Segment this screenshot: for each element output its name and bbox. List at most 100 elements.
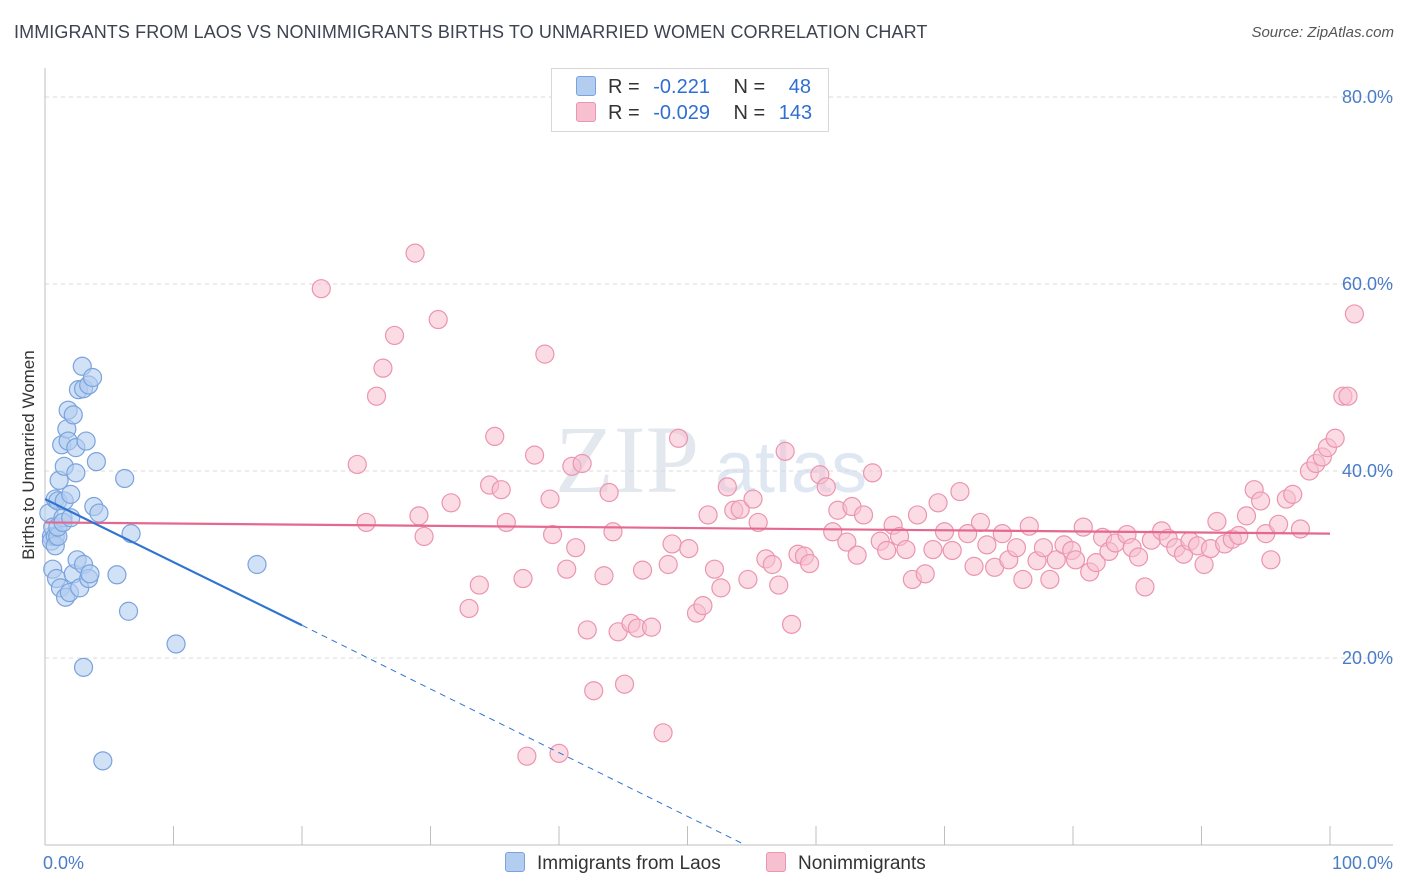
nonimmigrants-point bbox=[632, 560, 653, 580]
nonimmigrants-point bbox=[958, 524, 978, 544]
nonimmigrants-swatch bbox=[576, 102, 596, 122]
laos-point bbox=[247, 554, 267, 575]
nonimmigrants-point bbox=[1065, 550, 1086, 570]
nonimmigrants-point bbox=[1207, 511, 1227, 532]
y-tick-label: 80.0% bbox=[1342, 87, 1393, 107]
nonimmigrants-point bbox=[572, 453, 592, 474]
nonimmigrants-point bbox=[1344, 304, 1365, 324]
r-value: -0.029 bbox=[653, 102, 710, 124]
nonimmigrants-point bbox=[366, 386, 387, 406]
nonimmigrants-point bbox=[373, 358, 393, 378]
laos-point bbox=[66, 463, 86, 483]
nonimmigrants-point bbox=[942, 540, 962, 561]
laos-point bbox=[61, 484, 81, 504]
nonimmigrants-point bbox=[928, 493, 948, 513]
laos-point bbox=[107, 565, 127, 585]
nonimmigrants-point bbox=[428, 309, 448, 330]
nonimmigrants-point bbox=[877, 540, 897, 561]
nonimmigrants-point bbox=[816, 477, 836, 497]
nonimmigrants-point bbox=[566, 538, 586, 558]
nonimmigrants-point bbox=[1128, 547, 1149, 567]
nonimmigrants-point bbox=[1135, 577, 1155, 597]
nonimmigrants-point bbox=[535, 344, 555, 364]
nonimmigrants-point bbox=[730, 499, 750, 519]
nonimmigrants-point bbox=[915, 564, 935, 584]
y-tick-labels: 20.0% 40.0% 60.0% 80.0% bbox=[1342, 87, 1393, 668]
legend-row-nonimmigrants: R = -0.029 N = 143 bbox=[576, 102, 812, 126]
nonimmigrants-trend-line bbox=[44, 521, 1331, 535]
laos-trend-line bbox=[44, 498, 303, 627]
r-label: R = bbox=[608, 102, 640, 124]
x-axis-ticks bbox=[44, 826, 1331, 845]
nonimmigrants-point bbox=[496, 512, 516, 533]
nonimmigrants-point bbox=[441, 493, 461, 513]
nonimmigrants-point bbox=[934, 522, 955, 542]
nonimmigrants-point bbox=[896, 539, 916, 560]
laos-point bbox=[89, 503, 109, 523]
nonimmigrants-point bbox=[823, 522, 843, 542]
nonimmigrants-point bbox=[614, 674, 635, 694]
nonimmigrants-point bbox=[662, 534, 682, 554]
laos-point bbox=[73, 657, 94, 677]
nonimmigrants-point bbox=[748, 512, 768, 533]
laos-point bbox=[93, 751, 113, 771]
nonimmigrants-point bbox=[658, 554, 678, 575]
nonimmigrants-point bbox=[907, 505, 928, 525]
laos-point bbox=[118, 601, 139, 621]
nonimmigrants-point bbox=[704, 559, 725, 579]
nonimmigrants-point bbox=[641, 617, 662, 637]
watermark-atlas: atlas bbox=[715, 428, 867, 508]
laos-point bbox=[82, 367, 103, 388]
nonimmigrants-point bbox=[1019, 516, 1039, 536]
laos-point bbox=[86, 452, 107, 472]
nonimmigrants-point bbox=[1251, 491, 1271, 511]
nonimmigrants-point bbox=[1325, 428, 1345, 448]
axes bbox=[44, 68, 1393, 846]
nonimmigrants-point bbox=[964, 556, 984, 576]
nonimmigrants-point bbox=[847, 545, 867, 565]
nonimmigrants-point bbox=[577, 620, 597, 640]
y-axis-label: Births to Unmarried Women bbox=[19, 350, 38, 559]
y-tick-label: 40.0% bbox=[1342, 461, 1393, 481]
laos-points bbox=[39, 356, 267, 771]
nonimmigrants-point bbox=[862, 463, 883, 483]
x-tick-label: 100.0% bbox=[1332, 853, 1393, 873]
nonimmigrants-point bbox=[1236, 506, 1257, 526]
laos-point bbox=[76, 431, 96, 451]
nonimmigrants-point bbox=[491, 480, 511, 500]
nonimmigrants-point bbox=[469, 575, 489, 595]
nonimmigrants-point bbox=[1261, 550, 1281, 570]
nonimmigrants-point bbox=[970, 512, 991, 533]
nonimmigrants-point bbox=[1086, 553, 1106, 573]
nonimmigrants-point bbox=[584, 681, 604, 701]
nonimmigrants-point bbox=[414, 526, 434, 547]
nonimmigrants-point bbox=[542, 524, 563, 545]
nonimmigrants-point bbox=[1006, 538, 1027, 558]
nonimmigrants-point bbox=[1283, 484, 1303, 504]
nonimmigrants-point bbox=[347, 454, 367, 475]
nonimmigrants-point bbox=[799, 553, 820, 574]
nonimmigrants-point bbox=[485, 426, 505, 447]
nonimmigrants-point bbox=[540, 489, 560, 509]
nonimmigrants-point bbox=[557, 559, 577, 579]
y-tick-label: 60.0% bbox=[1342, 274, 1393, 294]
n-value: 48 bbox=[788, 76, 812, 98]
nonimmigrants-point bbox=[1268, 514, 1289, 534]
nonimmigrants-point bbox=[524, 445, 545, 465]
nonimmigrants-point bbox=[1229, 525, 1249, 546]
nonimmigrants-point bbox=[549, 743, 569, 763]
nonimmigrants-point bbox=[1338, 386, 1358, 406]
nonimmigrants-point bbox=[775, 441, 795, 461]
legend-item-laos: Immigrants from Laos bbox=[505, 852, 721, 875]
nonimmigrants-point bbox=[743, 489, 763, 509]
laos-point bbox=[166, 634, 186, 654]
r-label: R = bbox=[608, 76, 640, 98]
nonimmigrants-point bbox=[517, 746, 537, 766]
x-tick-label: 0.0% bbox=[43, 853, 84, 873]
nonimmigrants-points bbox=[311, 243, 1365, 766]
nonimmigrants-point bbox=[653, 723, 673, 743]
nonimmigrants-point bbox=[698, 505, 718, 525]
r-value: -0.221 bbox=[653, 76, 710, 98]
n-value: 143 bbox=[778, 102, 813, 124]
nonimmigrants-point bbox=[950, 481, 970, 502]
